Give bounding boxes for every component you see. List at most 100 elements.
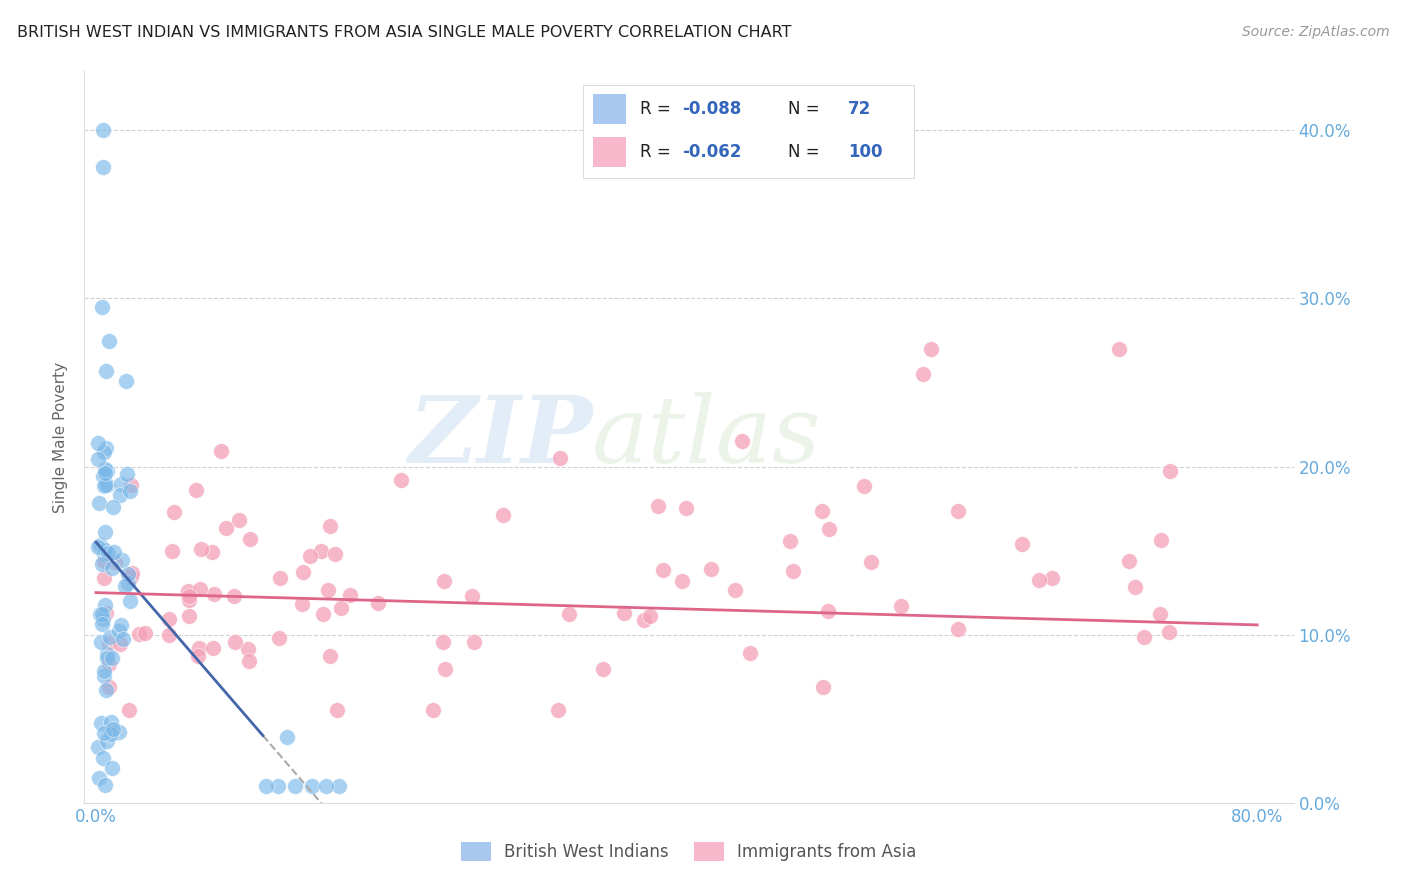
Point [93,725,115,739]
Point [1133,630,1156,644]
Point [157,612,180,626]
Point [267,632,290,646]
Point [389,473,412,487]
Point [547,703,569,717]
Point [1123,581,1146,595]
Point [1108,342,1130,356]
Point [432,635,454,649]
Point [267,779,290,793]
Text: R =: R = [640,100,676,118]
Point [110,637,132,651]
Point [238,654,260,668]
Point [120,484,142,499]
Point [163,505,186,519]
Point [433,574,456,588]
Text: atlas: atlas [592,392,821,482]
Point [315,779,337,793]
Point [853,479,876,493]
Point [433,662,456,676]
Point [215,521,238,535]
Point [157,627,180,641]
Point [96,464,118,478]
Point [301,779,323,793]
Point [319,518,342,533]
Point [224,635,246,649]
Point [91,123,114,137]
Point [96,441,118,455]
Point [202,640,225,655]
Point [323,547,346,561]
Point [97,681,120,695]
Point [103,545,125,559]
Point [96,650,118,665]
Point [91,558,114,572]
Point [94,461,117,475]
Point [94,477,117,491]
Point [118,593,141,607]
Point [100,761,122,775]
Point [292,565,315,579]
Point [319,649,342,664]
Point [779,533,801,548]
Point [90,634,112,648]
Point [120,570,142,584]
Point [1011,536,1033,550]
Point [103,722,125,736]
Point [460,590,482,604]
Point [675,501,697,516]
Point [177,592,200,607]
Point [100,714,122,729]
Point [740,646,762,660]
Point [93,554,115,568]
Point [101,500,124,514]
Point [290,597,312,611]
Point [94,606,117,620]
Point [96,546,118,560]
Point [96,647,118,661]
Point [97,657,120,671]
Point [87,739,110,754]
Point [228,513,250,527]
Point [179,589,201,603]
Point [328,779,350,793]
Point [1159,624,1181,639]
Point [90,716,112,731]
Point [201,545,224,559]
Point [120,478,142,492]
Point [93,598,115,612]
Point [94,683,117,698]
Point [86,540,108,554]
Point [912,367,935,381]
Point [592,662,614,676]
Point [558,607,581,622]
Point [188,640,211,655]
Y-axis label: Single Male Poverty: Single Male Poverty [53,361,69,513]
Text: -0.062: -0.062 [683,144,742,161]
Point [920,342,942,356]
Point [115,467,138,482]
Point [93,479,115,493]
Text: 72: 72 [848,100,872,118]
Bar [593,137,627,167]
Point [93,751,115,765]
Point [100,726,122,740]
Point [326,703,349,717]
Point [276,730,298,744]
Point [118,703,141,717]
Point [89,496,111,510]
Point [93,612,115,626]
Text: -0.088: -0.088 [683,100,742,118]
Point [298,549,321,564]
Point [160,543,183,558]
Point [309,544,332,558]
Point [731,434,754,449]
Point [330,601,353,615]
Point [946,504,969,518]
Point [91,468,114,483]
Point [94,542,117,557]
Point [94,466,117,480]
Point [492,508,515,522]
Point [890,599,912,613]
Point [224,590,246,604]
Legend: British West Indians, Immigrants from Asia: British West Indians, Immigrants from As… [454,835,924,868]
